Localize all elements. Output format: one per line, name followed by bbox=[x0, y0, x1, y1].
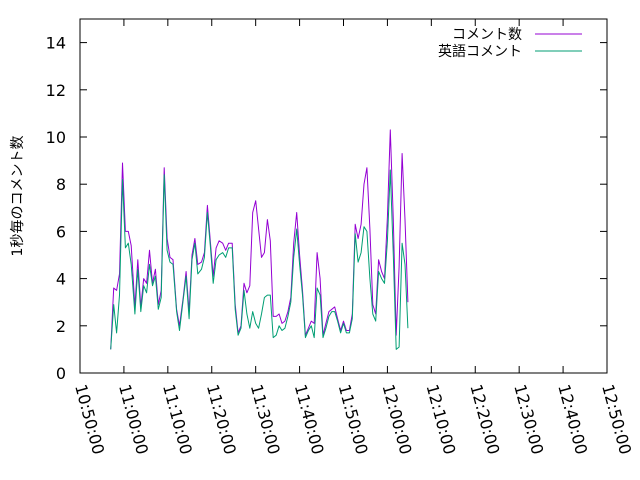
series-layer bbox=[110, 129, 409, 350]
legend-label: コメント数 bbox=[452, 27, 522, 43]
y-tick-label: 6 bbox=[56, 222, 66, 241]
x-tick-label: 12:40:00 bbox=[554, 382, 591, 456]
x-tick-label: 11:20:00 bbox=[203, 382, 240, 456]
y-tick-label: 10 bbox=[46, 128, 66, 147]
x-tick-label: 11:00:00 bbox=[115, 382, 152, 456]
x-tick-label: 12:20:00 bbox=[466, 382, 503, 456]
y-tick-label: 8 bbox=[56, 175, 66, 194]
plot-border bbox=[79, 18, 608, 374]
x-tick-label: 12:10:00 bbox=[422, 382, 459, 456]
y-tick-label: 2 bbox=[56, 317, 66, 336]
y-tick-label: 0 bbox=[56, 364, 66, 383]
series-line-1 bbox=[110, 169, 409, 350]
x-tick-label: 11:10:00 bbox=[159, 382, 196, 456]
y-axis-label: 1秒毎のコメント数 bbox=[10, 136, 26, 257]
x-tick-label: 12:30:00 bbox=[510, 382, 547, 456]
plot-frame bbox=[79, 18, 608, 374]
x-axis: 10:50:00 11:00:00 11:10:00 11:20:00 11:30:00… bbox=[71, 19, 635, 456]
legend-label: 英語コメント bbox=[438, 43, 522, 60]
y-tick-label: 14 bbox=[46, 34, 66, 53]
y-axis: 0 2 4 6 8 10 12 14 bbox=[46, 34, 607, 383]
x-tick-label: 11:40:00 bbox=[291, 382, 328, 456]
x-tick-label: 11:50:00 bbox=[335, 382, 372, 456]
y-tick-label: 4 bbox=[56, 270, 66, 289]
x-tick-label: 12:00:00 bbox=[379, 382, 416, 456]
x-tick-label: 12:50:00 bbox=[598, 382, 635, 456]
y-tick-label: 12 bbox=[46, 81, 66, 100]
x-tick-label: 10:50:00 bbox=[71, 382, 108, 456]
x-tick-label: 11:30:00 bbox=[247, 382, 284, 456]
series-line-0 bbox=[110, 129, 409, 350]
